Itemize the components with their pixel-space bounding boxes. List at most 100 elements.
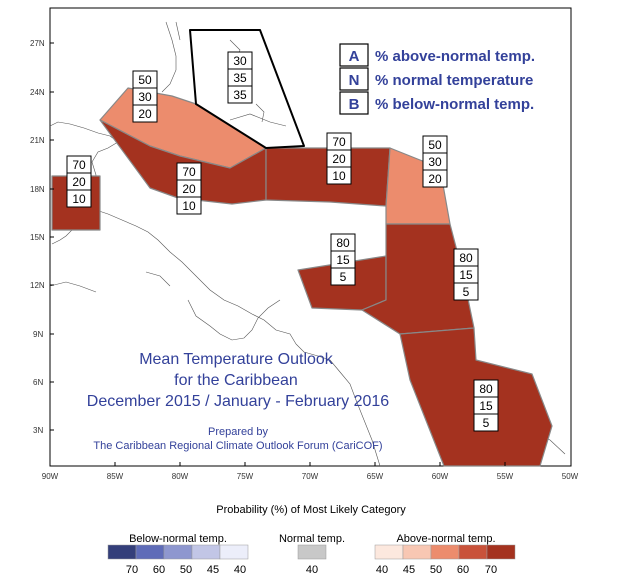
lat-tick: 15N	[30, 233, 45, 242]
legend: Probability (%) of Most Likely Category …	[107, 504, 516, 576]
key-box-a	[339, 43, 369, 67]
legend-group-label-normal: Normal temp.	[279, 533, 345, 545]
longitude-axis: 90W 85W 80W 75W 70W 65W 60W 55W 50W	[42, 462, 579, 481]
svg-text:20: 20	[428, 172, 442, 186]
lat-tick: 6N	[33, 378, 43, 387]
lat-tick: 24N	[30, 88, 45, 97]
lon-tick: 60W	[432, 472, 449, 481]
svg-text:50: 50	[428, 138, 442, 152]
lon-tick: 70W	[302, 472, 319, 481]
svg-text:35: 35	[233, 88, 247, 102]
svg-text:5: 5	[340, 270, 347, 284]
legend-swatch-above-40	[374, 544, 404, 560]
legend-swatch-below-40	[219, 544, 249, 560]
lon-tick: 90W	[42, 472, 59, 481]
map-title-line-1: Mean Temperature Outlook	[139, 351, 334, 368]
svg-text:70: 70	[182, 165, 196, 179]
legend-value: 40	[306, 564, 318, 576]
svg-text:20: 20	[72, 175, 86, 189]
legend-value: 50	[430, 564, 442, 576]
legend-value: 45	[403, 564, 415, 576]
legend-swatch-above-60	[458, 544, 488, 560]
lon-tick: 75W	[237, 472, 254, 481]
legend-swatch-above-45	[402, 544, 432, 560]
legend-swatch-normal-40	[297, 544, 327, 560]
svg-text:5: 5	[483, 416, 490, 430]
svg-text:30: 30	[138, 90, 152, 104]
legend-title: Probability (%) of Most Likely Category	[216, 504, 406, 516]
legend-swatch-below-45	[191, 544, 221, 560]
region-bahamas-north	[189, 29, 305, 149]
svg-text:70: 70	[72, 158, 86, 172]
svg-text:10: 10	[332, 169, 346, 183]
prob-box-bahamas-north: 30 35 35	[227, 51, 253, 104]
key-letter-a: A	[349, 48, 360, 65]
map-title-line-3: December 2015 / January - February 2016	[87, 393, 389, 410]
lon-tick: 50W	[562, 472, 579, 481]
map-title-line-2: for the Caribbean	[174, 372, 298, 389]
key-box-n	[339, 67, 369, 91]
prob-box-jamaica-cayman: 70 20 10	[176, 162, 202, 215]
svg-text:80: 80	[479, 382, 493, 396]
lat-tick: 9N	[33, 330, 43, 339]
prob-box-abc-islands: 80 15 5	[330, 233, 356, 286]
key-text-b: % below-normal temp.	[375, 96, 534, 113]
legend-value: 40	[234, 564, 246, 576]
svg-text:10: 10	[72, 192, 86, 206]
lat-tick: 18N	[30, 185, 45, 194]
lat-tick: 12N	[30, 281, 45, 290]
svg-text:15: 15	[479, 399, 493, 413]
key-letter-b: B	[349, 96, 360, 113]
svg-text:20: 20	[332, 152, 346, 166]
legend-value: 70	[126, 564, 138, 576]
svg-text:15: 15	[459, 268, 473, 282]
lon-tick: 65W	[367, 472, 384, 481]
legend-group-label-below: Below-normal temp.	[129, 533, 227, 545]
prob-box-hispaniola-puerto-rico: 70 20 10	[326, 132, 352, 185]
prob-box-belize: 70 20 10	[66, 155, 92, 208]
prepared-by-line-2: The Caribbean Regional Climate Outlook F…	[93, 440, 382, 452]
legend-swatch-above-50	[430, 544, 460, 560]
legend-value: 45	[207, 564, 219, 576]
svg-text:20: 20	[182, 182, 196, 196]
key-box-b	[339, 91, 369, 115]
svg-text:80: 80	[459, 251, 473, 265]
svg-text:30: 30	[233, 54, 247, 68]
svg-text:5: 5	[463, 285, 470, 299]
legend-value: 50	[180, 564, 192, 576]
svg-text:15: 15	[336, 253, 350, 267]
legend-value: 70	[485, 564, 497, 576]
legend-swatch-below-60	[135, 544, 165, 560]
legend-group-label-above: Above-normal temp.	[396, 533, 495, 545]
prepared-by-line-1: Prepared by	[208, 426, 268, 438]
legend-swatch-below-70	[107, 544, 137, 560]
legend-value: 40	[376, 564, 388, 576]
prob-box-northern-leewards: 50 30 20	[422, 135, 448, 188]
svg-text:50: 50	[138, 73, 152, 87]
latitude-axis: 27N 24N 21N 18N 15N 12N 9N 6N 3N	[30, 39, 54, 435]
lat-tick: 3N	[33, 426, 43, 435]
svg-text:10: 10	[182, 199, 196, 213]
svg-text:35: 35	[233, 71, 247, 85]
category-key: A % above-normal temp. N % normal temper…	[339, 43, 535, 115]
svg-text:70: 70	[332, 135, 346, 149]
lat-tick: 27N	[30, 39, 45, 48]
lat-tick: 21N	[30, 136, 45, 145]
svg-text:80: 80	[336, 236, 350, 250]
key-letter-n: N	[349, 72, 360, 89]
lon-tick: 80W	[172, 472, 189, 481]
legend-swatch-above-70	[486, 544, 516, 560]
prob-box-cuba-bahamas-south: 50 30 20	[132, 70, 158, 123]
prob-box-guianas: 80 15 5	[473, 379, 499, 432]
legend-value: 60	[153, 564, 165, 576]
svg-text:20: 20	[138, 107, 152, 121]
key-text-a: % above-normal temp.	[375, 48, 535, 65]
legend-value: 60	[457, 564, 469, 576]
lon-tick: 85W	[107, 472, 124, 481]
key-text-n: % normal temperature	[375, 72, 533, 89]
prob-box-windwards-trinidad: 80 15 5	[453, 248, 479, 301]
svg-text:30: 30	[428, 155, 442, 169]
legend-swatch-below-50	[163, 544, 193, 560]
lon-tick: 55W	[497, 472, 514, 481]
